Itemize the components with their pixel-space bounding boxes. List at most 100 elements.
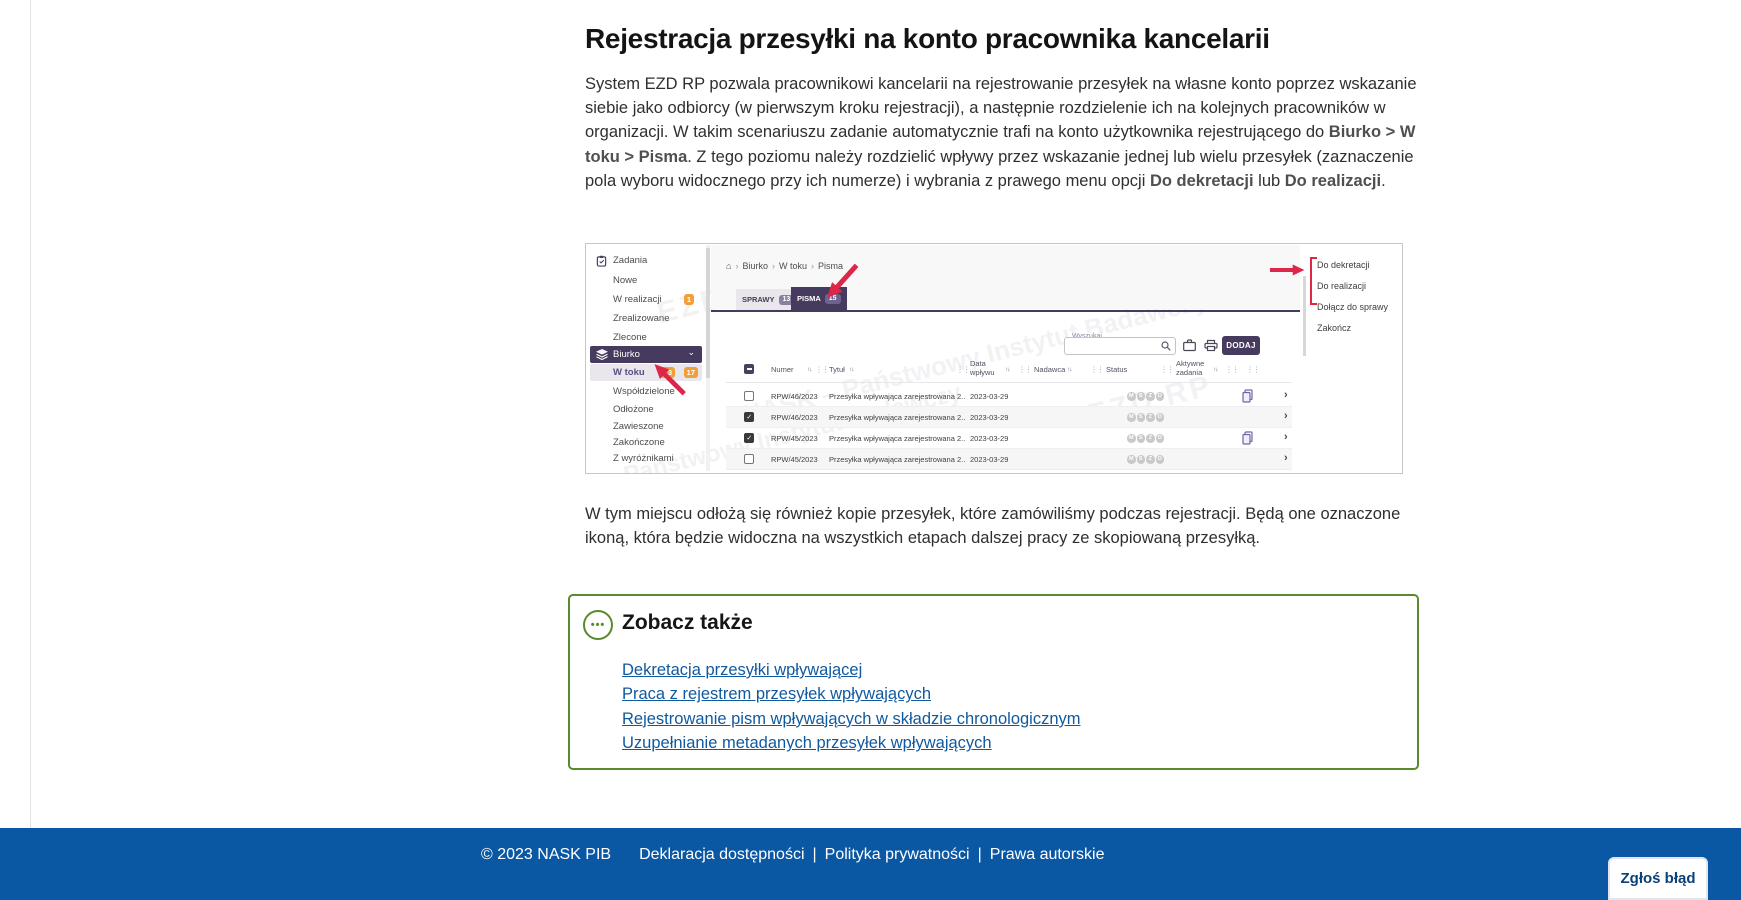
cell-data-wplywu: 2023-03-29 bbox=[970, 434, 1009, 443]
search-icon bbox=[1161, 341, 1171, 353]
cell-tytul: Przesyłka wpływająca zarejestrowana 2... bbox=[829, 413, 965, 422]
footer-link-polityka[interactable]: Polityka prywatności bbox=[824, 846, 970, 863]
sidebar-item-z-wyroznikami: Z wyróżnikami bbox=[590, 450, 702, 467]
status-circle: O bbox=[1155, 392, 1164, 401]
column-header-aktywne-zadania: Aktywne zadania bbox=[1176, 359, 1205, 377]
footer-link-prawa[interactable]: Prawa autorskie bbox=[989, 846, 1105, 863]
sidebar-item-label: Zrealizowane bbox=[613, 313, 670, 324]
count-badge: 17 bbox=[683, 367, 698, 378]
footer-separator: | bbox=[812, 846, 817, 863]
red-arrow-w-toku-icon bbox=[646, 357, 690, 401]
column-header-status: Status bbox=[1106, 365, 1128, 374]
sidebar-item-label: Odłożone bbox=[613, 404, 654, 415]
sidebar-item-label: Nowe bbox=[613, 275, 638, 286]
chevron-right-icon: › bbox=[1284, 389, 1288, 401]
see-also-links: Dekretacja przesyłki wpływającej Praca z… bbox=[622, 658, 1081, 756]
table-row: RPW/45/2023 Przesyłka wpływająca zarejes… bbox=[726, 428, 1292, 449]
footer-links: Deklaracja dostępności | Polityka prywatno… bbox=[639, 846, 1104, 864]
status-circle: Z bbox=[1146, 455, 1155, 464]
clipboard-icon bbox=[596, 255, 607, 270]
cell-numer: RPW/45/2023 bbox=[771, 434, 818, 443]
sidebar-item-zlecone: Zlecone bbox=[590, 329, 702, 346]
breadcrumb-separator: › bbox=[771, 261, 775, 271]
tab-underline bbox=[711, 310, 1300, 312]
status-circle: Z bbox=[1146, 434, 1155, 443]
embedded-screenshot: EZD RP NASK – Państwowy Instytut Badawcz… bbox=[585, 243, 1403, 474]
sidebar-item-label: Zadania bbox=[613, 255, 648, 266]
copies-paragraph: W tym miejscu odłożą się również kopie p… bbox=[585, 505, 1401, 548]
left-edge-divider bbox=[30, 0, 31, 828]
sidebar-item-nowe: Nowe bbox=[590, 272, 702, 289]
scanner-icon bbox=[1204, 339, 1218, 354]
report-error-button[interactable]: Zgłoś błąd bbox=[1608, 857, 1708, 900]
cell-numer: RPW/46/2023 bbox=[771, 413, 818, 422]
copy-document-icon bbox=[1242, 389, 1253, 405]
drag-handle-icon: ⋮⋮ bbox=[956, 365, 971, 374]
sort-icon: ↑↓ bbox=[1005, 366, 1010, 373]
link-uzupelnianie-metadanych[interactable]: Uzupełnianie metadanych przesyłek wpływa… bbox=[622, 734, 992, 753]
page-footer: © 2023 NASK PIB Deklaracja dostępności | P… bbox=[0, 828, 1741, 900]
sort-icon: ↑↓ bbox=[1067, 366, 1072, 373]
link-praca-z-rejestrem[interactable]: Praca z rejestrem przesyłek wpływających bbox=[622, 685, 932, 704]
sidebar-item-w-toku: W toku 13 17 bbox=[590, 364, 702, 381]
row-checkbox-checked bbox=[744, 412, 754, 422]
sidebar-scrollbar-thumb bbox=[706, 248, 710, 378]
status-circle: O bbox=[1155, 434, 1164, 443]
status-indicators: M S Z O bbox=[1127, 434, 1164, 443]
sidebar-item-w-realizacji: W realizacji 1 bbox=[590, 291, 702, 308]
footer-link-deklaracja[interactable]: Deklaracja dostępności bbox=[639, 846, 805, 863]
column-header-tytul: Tytuł bbox=[829, 365, 845, 374]
column-header-numer: Numer bbox=[771, 365, 794, 374]
drag-handle-icon: ⋮⋮ bbox=[1246, 365, 1261, 374]
status-circle: Z bbox=[1146, 413, 1155, 422]
status-circle: Z bbox=[1146, 392, 1155, 401]
main-scrollbar-thumb bbox=[1303, 276, 1306, 356]
sort-icon: ↑↓ bbox=[849, 366, 854, 373]
status-circle: M bbox=[1127, 434, 1136, 443]
status-indicators: M S Z O bbox=[1127, 413, 1164, 422]
search-field-label: Wyszukaj bbox=[1070, 333, 1104, 340]
tab-count-badge: 15 bbox=[824, 293, 841, 304]
link-dekretacja-przesylki[interactable]: Dekretacja przesyłki wpływającej bbox=[622, 661, 863, 679]
cell-data-wplywu: 2023-03-29 bbox=[970, 392, 1009, 401]
sidebar-item-label: W toku bbox=[613, 367, 645, 378]
page-title: Rejestracja przesyłki na konto pracownik… bbox=[585, 23, 1270, 54]
row-checkbox-unchecked bbox=[744, 454, 754, 464]
copy-document-icon bbox=[1242, 431, 1253, 447]
cell-tytul: Przesyłka wpływająca zarejestrowana 2... bbox=[829, 392, 965, 401]
red-highlight-bracket bbox=[1310, 257, 1317, 305]
add-button: DODAJ bbox=[1222, 336, 1260, 355]
cell-numer: RPW/46/2023 bbox=[771, 392, 818, 401]
status-circle: O bbox=[1155, 413, 1164, 422]
see-also-title: Zobacz także bbox=[622, 611, 753, 634]
breadcrumb-item: Pisma bbox=[817, 261, 843, 271]
sidebar-item-wspoldzielone: Współdzielone bbox=[590, 383, 702, 400]
count-badge: 1 bbox=[683, 294, 694, 305]
chevron-right-icon: › bbox=[1284, 410, 1288, 422]
status-indicators: M S Z O bbox=[1127, 455, 1164, 464]
chevron-right-icon: › bbox=[1284, 452, 1288, 464]
status-circle: S bbox=[1136, 392, 1145, 401]
sidebar-item-zrealizowane: Zrealizowane bbox=[590, 310, 702, 327]
drag-handle-icon: ⋮⋮ bbox=[1160, 365, 1175, 374]
link-rejestrowanie-pism[interactable]: Rejestrowanie pism wpływających w składz… bbox=[622, 709, 1081, 728]
table-row: RPW/45/2023 Przesyłka wpływająca zarejes… bbox=[726, 449, 1292, 470]
context-menu-item: Dołącz do sprawy bbox=[1317, 302, 1389, 312]
header-divider bbox=[726, 382, 1292, 383]
briefcase-icon bbox=[1183, 339, 1196, 354]
sidebar-item-zawieszone: Zawieszone bbox=[590, 418, 702, 435]
breadcrumb: ⌂ › Biurko › W toku › Pisma bbox=[726, 261, 843, 271]
drag-handle-icon: ⋮⋮ bbox=[1225, 365, 1240, 374]
status-indicators: M S Z O bbox=[1127, 392, 1164, 401]
sidebar-item-label: Z wyróżnikami bbox=[613, 453, 674, 464]
search-input bbox=[1064, 337, 1176, 355]
cell-data-wplywu: 2023-03-29 bbox=[970, 455, 1009, 464]
status-circle: M bbox=[1127, 413, 1136, 422]
tab-label: PISMA bbox=[797, 294, 821, 303]
cell-numer: RPW/45/2023 bbox=[771, 455, 818, 464]
drag-handle-icon: ⋮⋮ bbox=[815, 365, 830, 374]
sidebar-item-label: W realizacji bbox=[613, 294, 662, 305]
home-icon: ⌂ bbox=[726, 261, 732, 271]
chevron-down-icon: ⌄ bbox=[687, 347, 695, 357]
context-menu-item: Do dekretacji bbox=[1317, 260, 1370, 270]
